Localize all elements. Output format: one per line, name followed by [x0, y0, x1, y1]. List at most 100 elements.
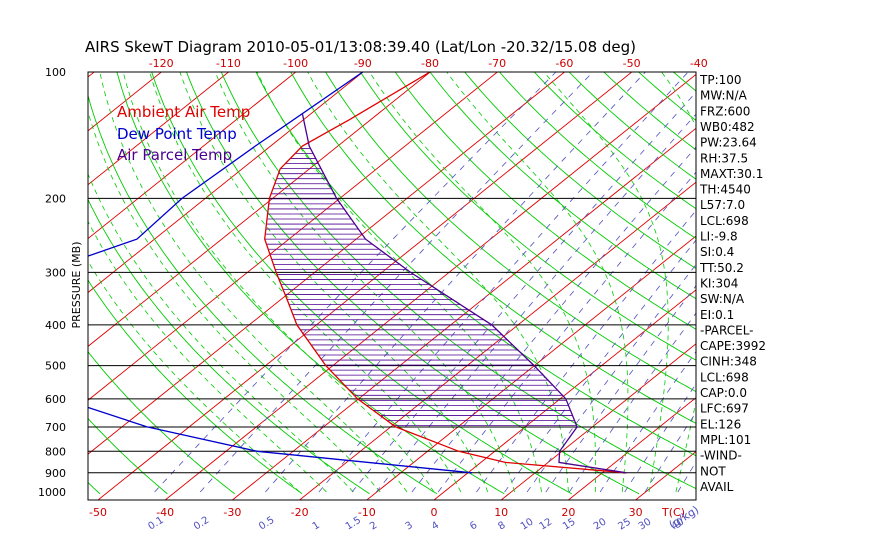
dry-adiabat — [464, 72, 696, 270]
stat-item: LCL:698 — [700, 370, 749, 384]
stat-item: AVAIL — [700, 480, 734, 494]
bottom-temp-tick-label: 30 — [629, 506, 643, 519]
stat-item: CAPE:3992 — [700, 339, 766, 353]
isotherm-line — [88, 72, 95, 78]
top-temp-tick-label: -80 — [421, 57, 439, 70]
isotherm-line — [433, 289, 696, 500]
dry-adiabat — [88, 279, 303, 495]
isotherm-line — [88, 72, 566, 455]
bottom-temp-tick-label: 0 — [431, 506, 438, 519]
plot-frame — [87, 71, 697, 501]
bottom-temp-tick-label: -30 — [223, 506, 241, 519]
dry-adiabat — [116, 72, 505, 495]
dry-adiabat — [498, 72, 696, 240]
mixing-ratio-line — [437, 171, 696, 493]
pressure-tick-label: 400 — [45, 319, 66, 332]
top-temp-tick-label: -40 — [690, 57, 708, 70]
moist-adiabat — [256, 72, 542, 493]
stat-item: RH:37.5 — [700, 151, 748, 165]
pressure-tick-label: 600 — [45, 393, 66, 406]
top-temp-tick-label: -50 — [623, 57, 641, 70]
moist-adiabat — [99, 72, 408, 493]
isotherm-line — [770, 64, 870, 500]
parcel-temp-line — [301, 114, 627, 474]
isotherm-line — [88, 72, 431, 347]
isotherm-line — [366, 235, 696, 500]
moist-adiabat — [88, 173, 354, 493]
dry-adiabat — [394, 72, 696, 330]
mixing-ratio-line — [154, 72, 557, 493]
dry-adiabat — [672, 72, 696, 92]
mixing-ratio-tick-label: 20 — [592, 516, 609, 532]
pressure-tick-label: 200 — [45, 192, 66, 205]
top-temp-tick-label: -120 — [149, 57, 174, 70]
moist-adiabat — [88, 220, 327, 493]
x-axis-label: T(C) — [661, 506, 685, 519]
dry-adiabat — [834, 63, 870, 494]
dry-adiabat — [186, 72, 640, 495]
moist-adiabat — [369, 72, 596, 492]
mixing-ratio-tick-label: 10 — [519, 516, 536, 532]
mixing-ratio-tick-label: 6 — [468, 520, 479, 533]
dry-adiabat — [290, 72, 696, 424]
moist-adiabat — [149, 72, 462, 493]
dry-adiabat — [88, 93, 438, 495]
bottom-temp-tick-label: 10 — [494, 506, 508, 519]
stat-item: KI:304 — [700, 276, 738, 290]
stat-item: LFC:697 — [700, 402, 749, 416]
top-temp-tick-label: -100 — [283, 57, 308, 70]
mixing-ratio-line — [504, 239, 696, 493]
stat-item: TT:50.2 — [699, 261, 744, 275]
mixing-ratio-tick-label: 8 — [496, 520, 507, 533]
dry-adiabat — [766, 63, 870, 494]
bottom-temp-tick-label: -40 — [156, 506, 174, 519]
bottom-temp-tick-label: -10 — [358, 506, 376, 519]
stat-item: FRZ:600 — [700, 104, 750, 118]
mixing-ratio-line — [375, 113, 696, 493]
stat-item: MPL:101 — [700, 433, 751, 447]
mixing-ratio-line — [199, 72, 594, 493]
legend-dewpoint: Dew Point Temp — [117, 125, 237, 143]
mixing-ratio-line — [568, 312, 696, 493]
isotherm-line — [164, 73, 696, 500]
stat-item: EL:126 — [700, 417, 741, 431]
bottom-temp-tick-label: -50 — [89, 506, 107, 519]
top-temp-tick-label: -70 — [488, 57, 506, 70]
stat-item: TH:4540 — [699, 183, 751, 197]
dry-adiabat — [255, 72, 696, 457]
legend-parcel: Air Parcel Temp — [117, 146, 232, 164]
isotherm-line — [837, 64, 870, 500]
mixing-ratio-line — [644, 411, 696, 493]
moist-adiabat — [307, 72, 569, 493]
mixing-ratio-line — [545, 285, 696, 493]
moist-adiabat — [122, 72, 435, 493]
mixing-ratio-line — [476, 209, 696, 493]
stat-item: CAP:0.0 — [700, 386, 747, 400]
mixing-ratio-tick-label: 12 — [538, 516, 555, 532]
stat-item: SI:0.4 — [700, 245, 734, 259]
dry-adiabat — [88, 417, 168, 495]
pressure-tick-label: 300 — [45, 266, 66, 279]
dry-adiabat — [800, 63, 870, 494]
stat-item: CINH:348 — [700, 355, 757, 369]
stat-item: L57:7.0 — [700, 198, 745, 212]
top-temp-tick-label: -60 — [555, 57, 573, 70]
stat-item: -WIND- — [700, 449, 742, 463]
dewpoint-line — [88, 72, 472, 474]
pressure-tick-label: 700 — [45, 421, 66, 434]
stat-item: MW:N/A — [700, 89, 748, 103]
dry-adiabat — [325, 72, 696, 393]
stat-item: LCL:698 — [700, 214, 749, 228]
dry-adiabat — [533, 72, 696, 210]
y-axis-label: PRESSURE (MB) — [70, 242, 83, 329]
dry-adiabat — [429, 72, 696, 300]
pressure-tick-label: 500 — [45, 360, 66, 373]
moist-adiabat — [214, 72, 515, 493]
mixing-ratio-line — [526, 263, 696, 493]
isotherm-line — [0, 64, 37, 500]
mixing-ratio-tick-label: 2 — [368, 520, 379, 533]
stat-item: TP:100 — [699, 73, 742, 87]
mixing-ratio-tick-label: 0.5 — [257, 515, 276, 533]
